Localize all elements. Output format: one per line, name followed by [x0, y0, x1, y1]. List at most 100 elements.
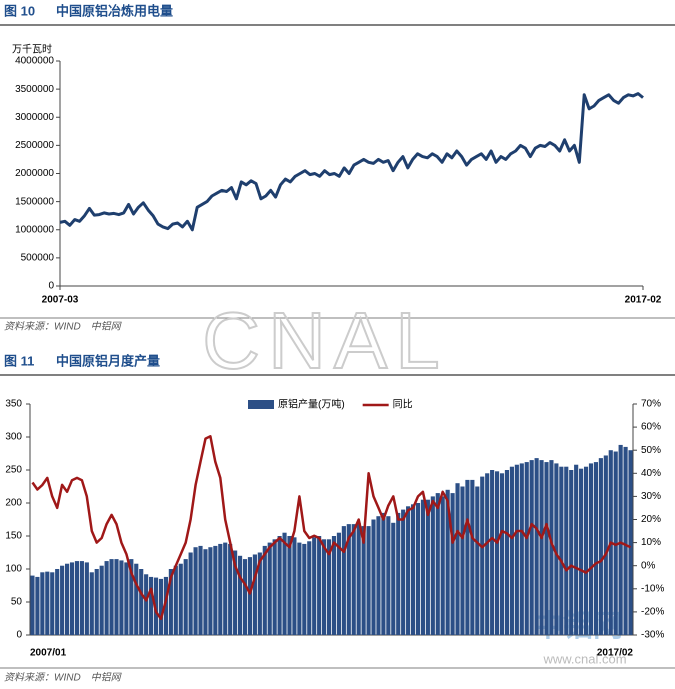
bar [341, 526, 346, 635]
data-line [59, 92, 644, 232]
y2-tick-label: 20% [641, 514, 661, 525]
bar [588, 463, 594, 635]
bar [35, 576, 40, 635]
y-tick-label: 3000000 [15, 112, 54, 123]
bar [440, 496, 445, 635]
bar [376, 516, 381, 635]
bar [499, 473, 505, 635]
bar [233, 550, 238, 635]
bar [109, 559, 114, 635]
bar [465, 479, 470, 635]
bar [386, 516, 391, 635]
x-tick-label: 2017/02 [597, 648, 634, 659]
bar [455, 483, 460, 635]
data-line [31, 435, 632, 621]
bar [564, 466, 569, 635]
bar [124, 562, 129, 635]
bar [480, 476, 485, 635]
bar [193, 547, 198, 635]
bar [371, 519, 376, 635]
y-tick-label: 150 [5, 531, 22, 542]
y-tick-label: 1000000 [15, 224, 54, 235]
y2-tick-label: 0% [641, 560, 656, 571]
bar [242, 559, 248, 635]
legend-label: 原铝产量(万吨) [278, 398, 345, 411]
y2-tick-label: 70% [641, 399, 661, 410]
bar [623, 446, 628, 635]
bar [450, 493, 455, 635]
y2-tick-label: 30% [641, 491, 661, 502]
bar [228, 543, 233, 635]
source: 资料来源：WIND 中铝网 [4, 672, 123, 684]
legend-swatch [248, 400, 274, 409]
bar [415, 503, 421, 635]
bar [64, 563, 70, 635]
bar [529, 460, 534, 635]
y-tick-label: 3500000 [15, 84, 54, 95]
bar [99, 565, 104, 635]
bar [178, 563, 183, 635]
watermark-url: www.cnal.com [542, 651, 626, 666]
y-tick-label: 200 [5, 498, 22, 509]
source: 资料来源：WIND 中铝网 [4, 321, 123, 333]
bar [361, 526, 366, 635]
bar [139, 569, 144, 635]
bar [74, 561, 80, 635]
y-tick-label: 100 [5, 564, 22, 575]
bar [396, 512, 401, 635]
bar [272, 539, 277, 635]
bar [549, 460, 554, 635]
y-tick-label: 350 [5, 399, 22, 410]
bar [94, 569, 99, 635]
bar [292, 537, 297, 635]
bar [158, 578, 164, 635]
bar [603, 455, 608, 635]
bar [149, 576, 154, 635]
bar [336, 532, 341, 635]
y-tick-label: 4000000 [15, 56, 54, 67]
bar [475, 486, 480, 635]
bar [574, 464, 579, 635]
bar [247, 557, 253, 635]
bar [460, 486, 465, 635]
bar [302, 543, 307, 635]
y-tick-label: 250 [5, 465, 22, 476]
bar [435, 493, 440, 635]
bar [50, 572, 55, 635]
bar [322, 539, 327, 635]
bar [331, 536, 337, 635]
y2-tick-label: -30% [641, 630, 664, 641]
y2-tick-label: -10% [641, 583, 664, 594]
watermark: CNAL [202, 296, 447, 385]
bar [366, 526, 371, 635]
chart-title: 中国原铝月度产量 [56, 353, 160, 368]
bar [346, 524, 351, 635]
y-axis-label: 万千瓦时 [12, 44, 52, 56]
bar [524, 462, 529, 635]
bar [391, 522, 396, 635]
bar [317, 536, 322, 635]
y-tick-label: 1500000 [15, 196, 54, 207]
y-tick-label: 2500000 [15, 140, 54, 151]
bar [277, 536, 282, 635]
y2-tick-label: 40% [641, 468, 661, 479]
y2-tick-label: 50% [641, 445, 661, 456]
bar [129, 559, 134, 635]
bar [351, 524, 356, 635]
bar [282, 532, 287, 635]
bar [470, 479, 475, 635]
bar [55, 569, 60, 635]
bar [69, 562, 75, 635]
figure-label: 图 10 [4, 3, 35, 18]
chart-title: 中国原铝冶炼用电量 [56, 3, 173, 18]
bar [534, 458, 539, 635]
bar [84, 562, 89, 635]
bar [89, 572, 94, 635]
bar [559, 466, 564, 635]
bar [544, 462, 549, 635]
bar [79, 561, 84, 635]
bar [45, 571, 50, 635]
bar [173, 565, 178, 635]
bar [583, 466, 589, 635]
